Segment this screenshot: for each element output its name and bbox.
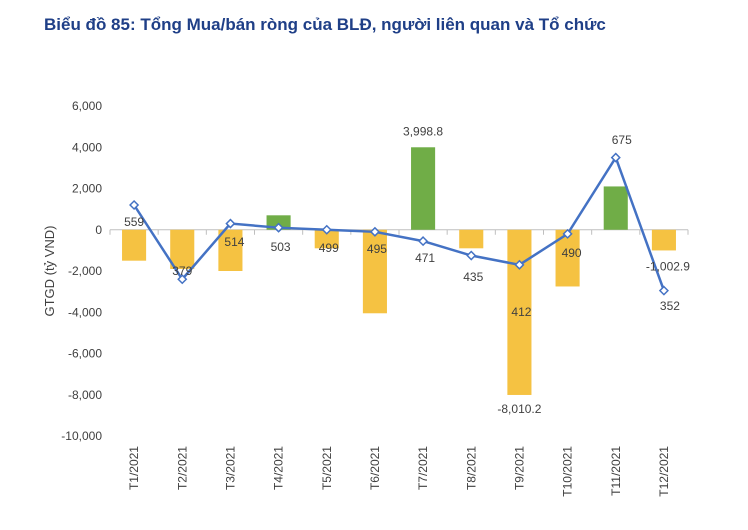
y-tick-label: 6,000 [72, 99, 102, 113]
bar [507, 229, 532, 395]
x-tick-label: T11/2021 [609, 446, 623, 496]
line-point [225, 218, 236, 229]
x-tick-label: T1/2021 [127, 446, 141, 490]
bar [314, 229, 339, 249]
x-tick-label: T10/2021 [561, 446, 575, 497]
line-point [321, 224, 332, 235]
line-point [562, 228, 573, 239]
axes: 6,000 4,000 2,000 0 -2,000 -4,000 -6,000 -8,000… [42, 99, 689, 497]
y-axis-title: GTGD (tỷ VND) [42, 226, 57, 317]
x-tick-label: T3/2021 [223, 446, 237, 490]
x-tick-label: T8/2021 [464, 446, 478, 490]
bar [651, 229, 676, 251]
bar [218, 229, 243, 271]
bar [170, 229, 195, 269]
series-line [133, 154, 666, 292]
y-tick-label: -10,000 [61, 429, 102, 443]
line-point [273, 222, 284, 233]
bar [362, 229, 387, 314]
bar-data-label: -8,010.2 [497, 402, 541, 416]
line-point [418, 236, 429, 247]
line-point [514, 259, 525, 270]
line-data-label: 471 [415, 251, 435, 265]
line-data-label: 379 [172, 264, 192, 278]
x-tick-label: T7/2021 [416, 446, 430, 490]
x-tick-label: T2/2021 [175, 446, 189, 490]
bar-series [122, 147, 676, 395]
bar [122, 229, 147, 261]
y-tick-label: -8,000 [68, 388, 102, 402]
y-tick-label: -2,000 [68, 264, 102, 278]
x-tick-label: T4/2021 [272, 446, 286, 490]
y-tick-label: 2,000 [72, 182, 102, 196]
line-point [369, 226, 380, 237]
line-data-label: 559 [124, 215, 144, 229]
line-point [466, 250, 477, 261]
y-tick-label: 0 [95, 223, 102, 237]
x-tick-label: T12/2021 [657, 446, 671, 497]
x-tick-label: T5/2021 [320, 446, 334, 490]
line-data-label: 352 [660, 299, 680, 313]
y-tick-label: -6,000 [68, 347, 102, 361]
bar [459, 229, 484, 249]
x-tick-label: T9/2021 [512, 446, 526, 490]
line-data-label: 503 [271, 240, 291, 254]
data-labels: 559 379 514 503 499 495 471 435 412 490 675 352 3,99… [124, 124, 690, 416]
bar [411, 147, 436, 230]
line-point [129, 199, 140, 211]
line-data-label: 499 [319, 241, 339, 255]
line-data-label: 412 [511, 305, 531, 319]
line-data-label: 495 [367, 242, 387, 256]
y-tick-label: -4,000 [68, 305, 102, 319]
line-data-label: 435 [463, 270, 483, 284]
x-tick-label: T6/2021 [368, 446, 382, 490]
line-series [129, 152, 669, 296]
line-data-label: 675 [612, 133, 632, 147]
line-data-label: 514 [224, 235, 244, 249]
y-tick-label: 4,000 [72, 140, 102, 154]
line-data-label: 490 [562, 246, 582, 260]
line-point [610, 152, 621, 163]
bar-data-label: -1,002.9 [646, 259, 690, 273]
bar-data-label: 3,998.8 [403, 124, 443, 138]
bar [603, 186, 628, 230]
line-point [658, 285, 669, 296]
line-point [177, 274, 188, 285]
chart-title: Biểu đồ 85: Tổng Mua/bán ròng của BLĐ, n… [44, 15, 606, 34]
